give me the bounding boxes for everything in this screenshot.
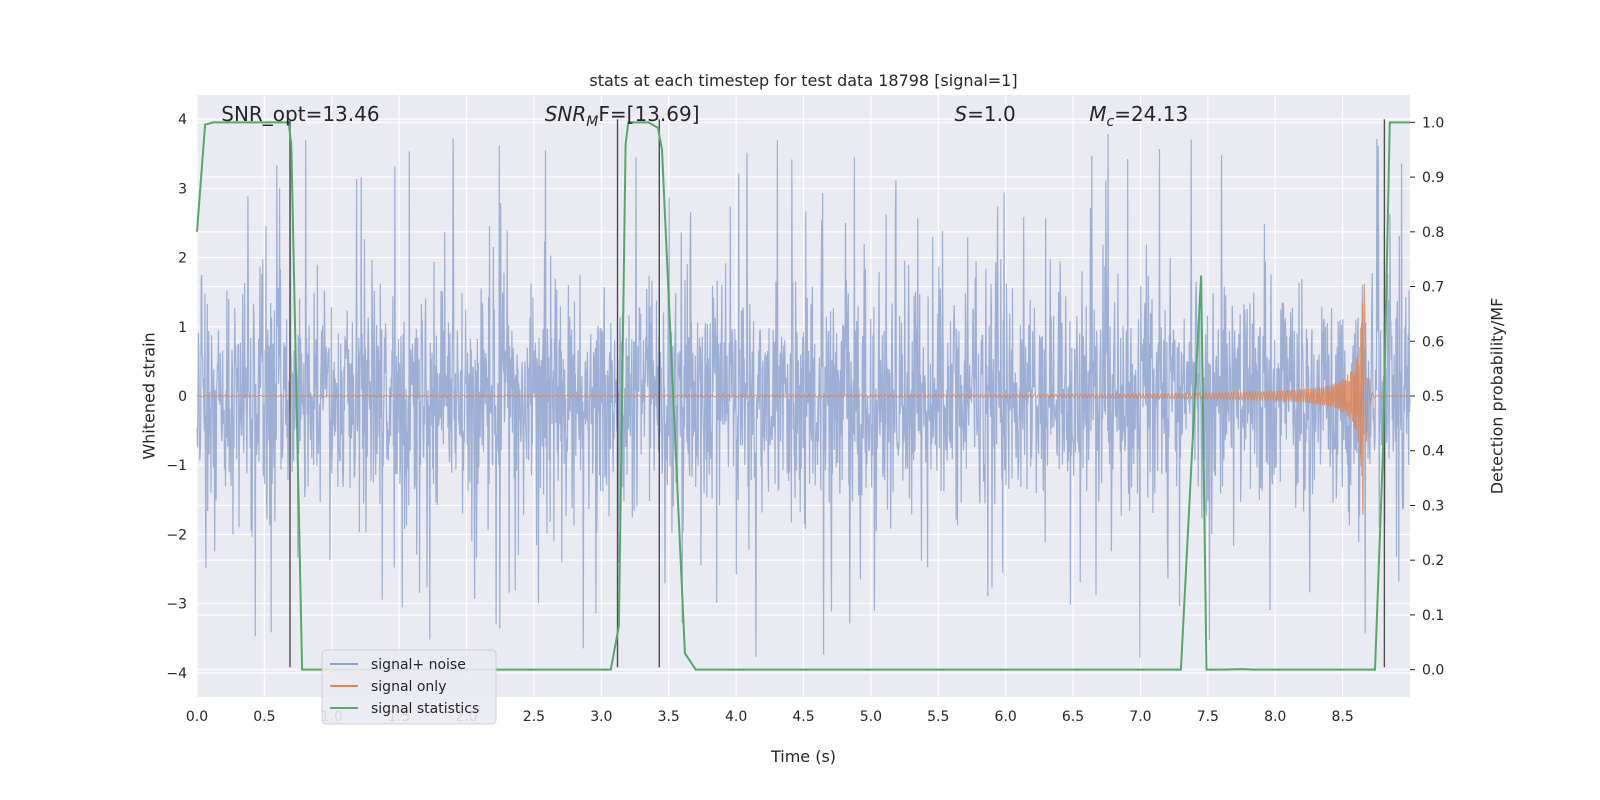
legend-label: signal only <box>371 679 446 695</box>
x-tick-label: 7.5 <box>1197 709 1219 725</box>
y-tick-label: 3 <box>178 181 187 197</box>
y-axis-ticks: −4 −3 −2 −1 0 1 2 3 4 <box>166 112 187 682</box>
y-tick-label: −3 <box>166 597 187 613</box>
y2-tick-label: 0.2 <box>1422 553 1444 569</box>
y2-tick-label: 0.6 <box>1422 334 1444 350</box>
y-tick-label: 4 <box>178 112 187 128</box>
legend: signal+ noise signal only signal statistic… <box>321 649 497 725</box>
legend-label: signal statistics <box>371 701 479 717</box>
y2-tick-label: 0.5 <box>1422 389 1444 405</box>
annotation: S=1.0 <box>954 102 1015 126</box>
x-tick-label: 0.0 <box>186 709 208 725</box>
x-axis-label: Time (s) <box>770 747 836 766</box>
y2-tick-label: 0.9 <box>1422 170 1444 186</box>
x-tick-label: 6.0 <box>995 709 1017 725</box>
y-tick-label: 2 <box>178 251 187 267</box>
series-signal-statistics <box>196 121 1410 671</box>
series-signal-only <box>196 283 1410 516</box>
y-tick-label: 0 <box>178 389 187 405</box>
x-tick-label: 5.5 <box>927 709 949 725</box>
x-tick-label: 2.5 <box>523 709 545 725</box>
x-tick-label: 8.0 <box>1264 709 1286 725</box>
annotation: SNRMF=[13.69] <box>545 102 700 130</box>
y2-tick-label: 1.0 <box>1422 115 1444 131</box>
y2-tick-label: 0.1 <box>1422 608 1444 624</box>
x-tick-label: 7.0 <box>1129 709 1151 725</box>
x-tick-label: 3.5 <box>658 709 680 725</box>
chart-title: stats at each timestep for test data 187… <box>589 71 1017 90</box>
annotation: Mc=24.13 <box>1089 102 1188 130</box>
legend-label: signal+ noise <box>371 657 466 673</box>
x-tick-label: 3.0 <box>590 709 612 725</box>
y-tick-label: 1 <box>178 320 187 336</box>
x-tick-label: 6.5 <box>1062 709 1084 725</box>
y-axis-label: Whitened strain <box>140 332 159 459</box>
x-tick-label: 0.5 <box>253 709 275 725</box>
annotation: SNR_opt=13.46 <box>221 102 379 126</box>
y2-tick-label: 0.7 <box>1422 280 1444 296</box>
annotations: SNR_opt=13.46 SNRMF=[13.69] S=1.0 Mc=24.13 <box>221 102 1188 130</box>
y-tick-label: −2 <box>166 527 187 543</box>
legend-box <box>321 649 497 725</box>
y2-tick-label: 0.0 <box>1422 663 1444 679</box>
x-tick-label: 4.5 <box>792 709 814 725</box>
y2-tick-label: 0.3 <box>1422 498 1444 514</box>
x-tick-label: 4.0 <box>725 709 747 725</box>
y-tick-label: −4 <box>166 666 187 682</box>
y2-tick-label: 0.4 <box>1422 444 1444 460</box>
y2-tick-label: 0.8 <box>1422 225 1444 241</box>
y2-axis-label: Detection probability/MF <box>1488 298 1507 495</box>
x-tick-label: 5.0 <box>860 709 882 725</box>
chirp-trace <box>196 283 1410 516</box>
y-tick-label: −1 <box>166 458 187 474</box>
noise-trace <box>196 133 1411 658</box>
probability-trace <box>196 121 1410 671</box>
y2-axis-ticks: 0.0 0.1 0.2 0.3 0.4 0.5 0.6 0.7 0.8 0.9 1.0 <box>1410 115 1444 679</box>
x-tick-label: 8.5 <box>1331 709 1353 725</box>
series-signal-noise <box>196 133 1411 658</box>
